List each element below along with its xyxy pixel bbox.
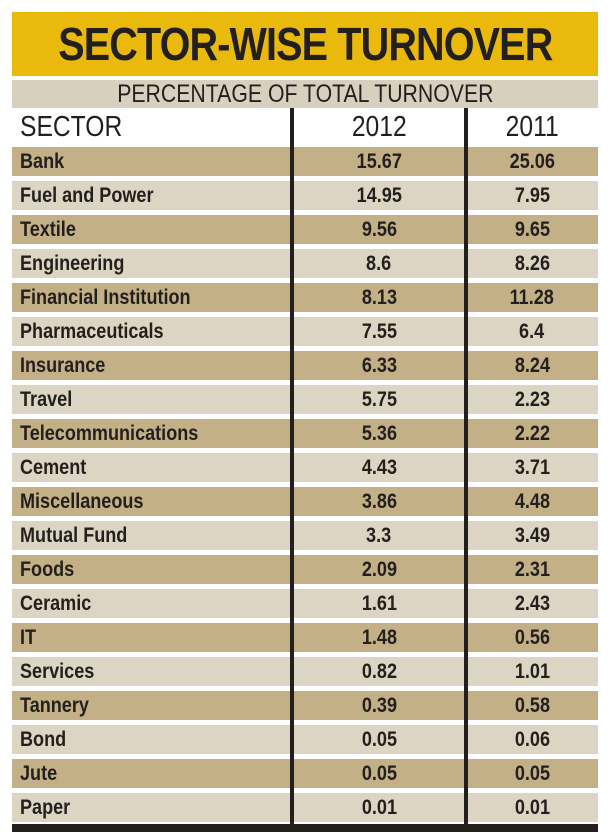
value-2011-cell: 0.06	[514, 728, 550, 751]
column-header-2011: 2011	[505, 110, 559, 143]
value-2011-cell: 6.4	[519, 320, 545, 343]
value-2011-cell: 0.56	[514, 626, 550, 649]
value-2011-cell: 8.24	[514, 354, 550, 377]
value-2012-cell: 8.13	[361, 286, 397, 309]
value-2012-cell: 9.56	[361, 218, 397, 241]
value-2011-cell: 0.01	[514, 796, 550, 819]
value-2012-cell: 0.05	[361, 728, 397, 751]
value-2012-cell: 8.6	[366, 252, 392, 275]
sector-cell: Insurance	[20, 354, 106, 377]
value-2012-cell: 3.86	[361, 490, 397, 513]
column-header-sector: SECTOR	[20, 110, 123, 143]
value-2012-cell: 5.36	[361, 422, 397, 445]
value-2011-cell: 2.31	[514, 558, 550, 581]
value-2012-cell: 3.3	[366, 524, 392, 547]
sector-cell: IT	[20, 626, 37, 649]
value-2011-cell: 25.06	[509, 150, 555, 173]
value-2012-cell: 0.82	[361, 660, 397, 683]
value-2011-cell: 4.48	[514, 490, 550, 513]
sector-cell: Miscellaneous	[20, 490, 144, 513]
sector-cell: Cement	[20, 456, 87, 479]
table-row: Tannery 0.39 0.58	[12, 691, 598, 720]
value-2012-cell: 1.61	[361, 592, 397, 615]
value-2012-cell: 4.43	[361, 456, 397, 479]
value-2012-cell: 6.33	[361, 354, 397, 377]
value-2011-cell: 0.58	[514, 694, 550, 717]
value-2012-cell: 5.75	[361, 388, 397, 411]
sector-cell: Engineering	[20, 252, 125, 275]
value-2012-cell: 14.95	[356, 184, 402, 207]
table-row: Foods 2.09 2.31	[12, 555, 598, 584]
table-row: Ceramic 1.61 2.43	[12, 589, 598, 618]
table-row: Bond 0.05 0.06	[12, 725, 598, 754]
table-row: Services 0.82 1.01	[12, 657, 598, 686]
value-2012-cell: 0.01	[361, 796, 397, 819]
table-row: Fuel and Power 14.95 7.95	[12, 181, 598, 210]
sector-cell: Foods	[20, 558, 75, 581]
value-2011-cell: 0.05	[514, 762, 550, 785]
value-2011-cell: 11.28	[509, 286, 555, 309]
value-2011-cell: 2.22	[514, 422, 550, 445]
subtitle: PERCENTAGE OF TOTAL TURNOVER	[12, 80, 598, 108]
value-2011-cell: 2.23	[514, 388, 550, 411]
value-2012-cell: 1.48	[361, 626, 397, 649]
table-row: Miscellaneous 3.86 4.48	[12, 487, 598, 516]
value-2011-cell: 3.71	[514, 456, 550, 479]
bottom-rule	[12, 824, 598, 832]
sector-cell: Textile	[20, 218, 76, 241]
value-2011-cell: 1.01	[514, 660, 550, 683]
sector-cell: Services	[20, 660, 95, 683]
column-divider	[464, 108, 468, 824]
value-2011-cell: 2.43	[514, 592, 550, 615]
value-2012-cell: 2.09	[361, 558, 397, 581]
table-row: Jute 0.05 0.05	[12, 759, 598, 788]
value-2011-cell: 7.95	[514, 184, 550, 207]
sector-cell: Tannery	[20, 694, 89, 717]
table-row: Paper 0.01 0.01	[12, 793, 598, 822]
table-row: Textile 9.56 9.65	[12, 215, 598, 244]
sector-cell: Travel	[20, 388, 73, 411]
column-divider	[290, 108, 294, 824]
value-2011-cell: 3.49	[514, 524, 550, 547]
sector-cell: Pharmaceuticals	[20, 320, 164, 343]
table-row: Engineering 8.6 8.26	[12, 249, 598, 278]
table-row: Cement 4.43 3.71	[12, 453, 598, 482]
table-row: Pharmaceuticals 7.55 6.4	[12, 317, 598, 346]
sector-cell: Paper	[20, 796, 71, 819]
sector-cell: Mutual Fund	[20, 524, 128, 547]
sector-cell: Ceramic	[20, 592, 92, 615]
value-2012-cell: 0.39	[361, 694, 397, 717]
table-row: IT 1.48 0.56	[12, 623, 598, 652]
value-2011-cell: 9.65	[514, 218, 550, 241]
sector-cell: Bond	[20, 728, 67, 751]
table-row: Bank 15.67 25.06	[12, 147, 598, 176]
sector-cell: Bank	[20, 150, 65, 173]
value-2012-cell: 0.05	[361, 762, 397, 785]
column-header-2012: 2012	[351, 110, 407, 143]
value-2011-cell: 8.26	[514, 252, 550, 275]
value-2012-cell: 7.55	[361, 320, 397, 343]
table-row: Mutual Fund 3.3 3.49	[12, 521, 598, 550]
sector-cell: Jute	[20, 762, 58, 785]
value-2012-cell: 15.67	[356, 150, 402, 173]
table-row: Telecommunications 5.36 2.22	[12, 419, 598, 448]
table-row: Insurance 6.33 8.24	[12, 351, 598, 380]
sector-cell: Fuel and Power	[20, 184, 154, 207]
sector-cell: Telecommunications	[20, 422, 199, 445]
table-row: Financial Institution 8.13 11.28	[12, 283, 598, 312]
table-row: Travel 5.75 2.23	[12, 385, 598, 414]
page-title: SECTOR-WISE TURNOVER	[12, 12, 598, 76]
sector-cell: Financial Institution	[20, 286, 191, 309]
